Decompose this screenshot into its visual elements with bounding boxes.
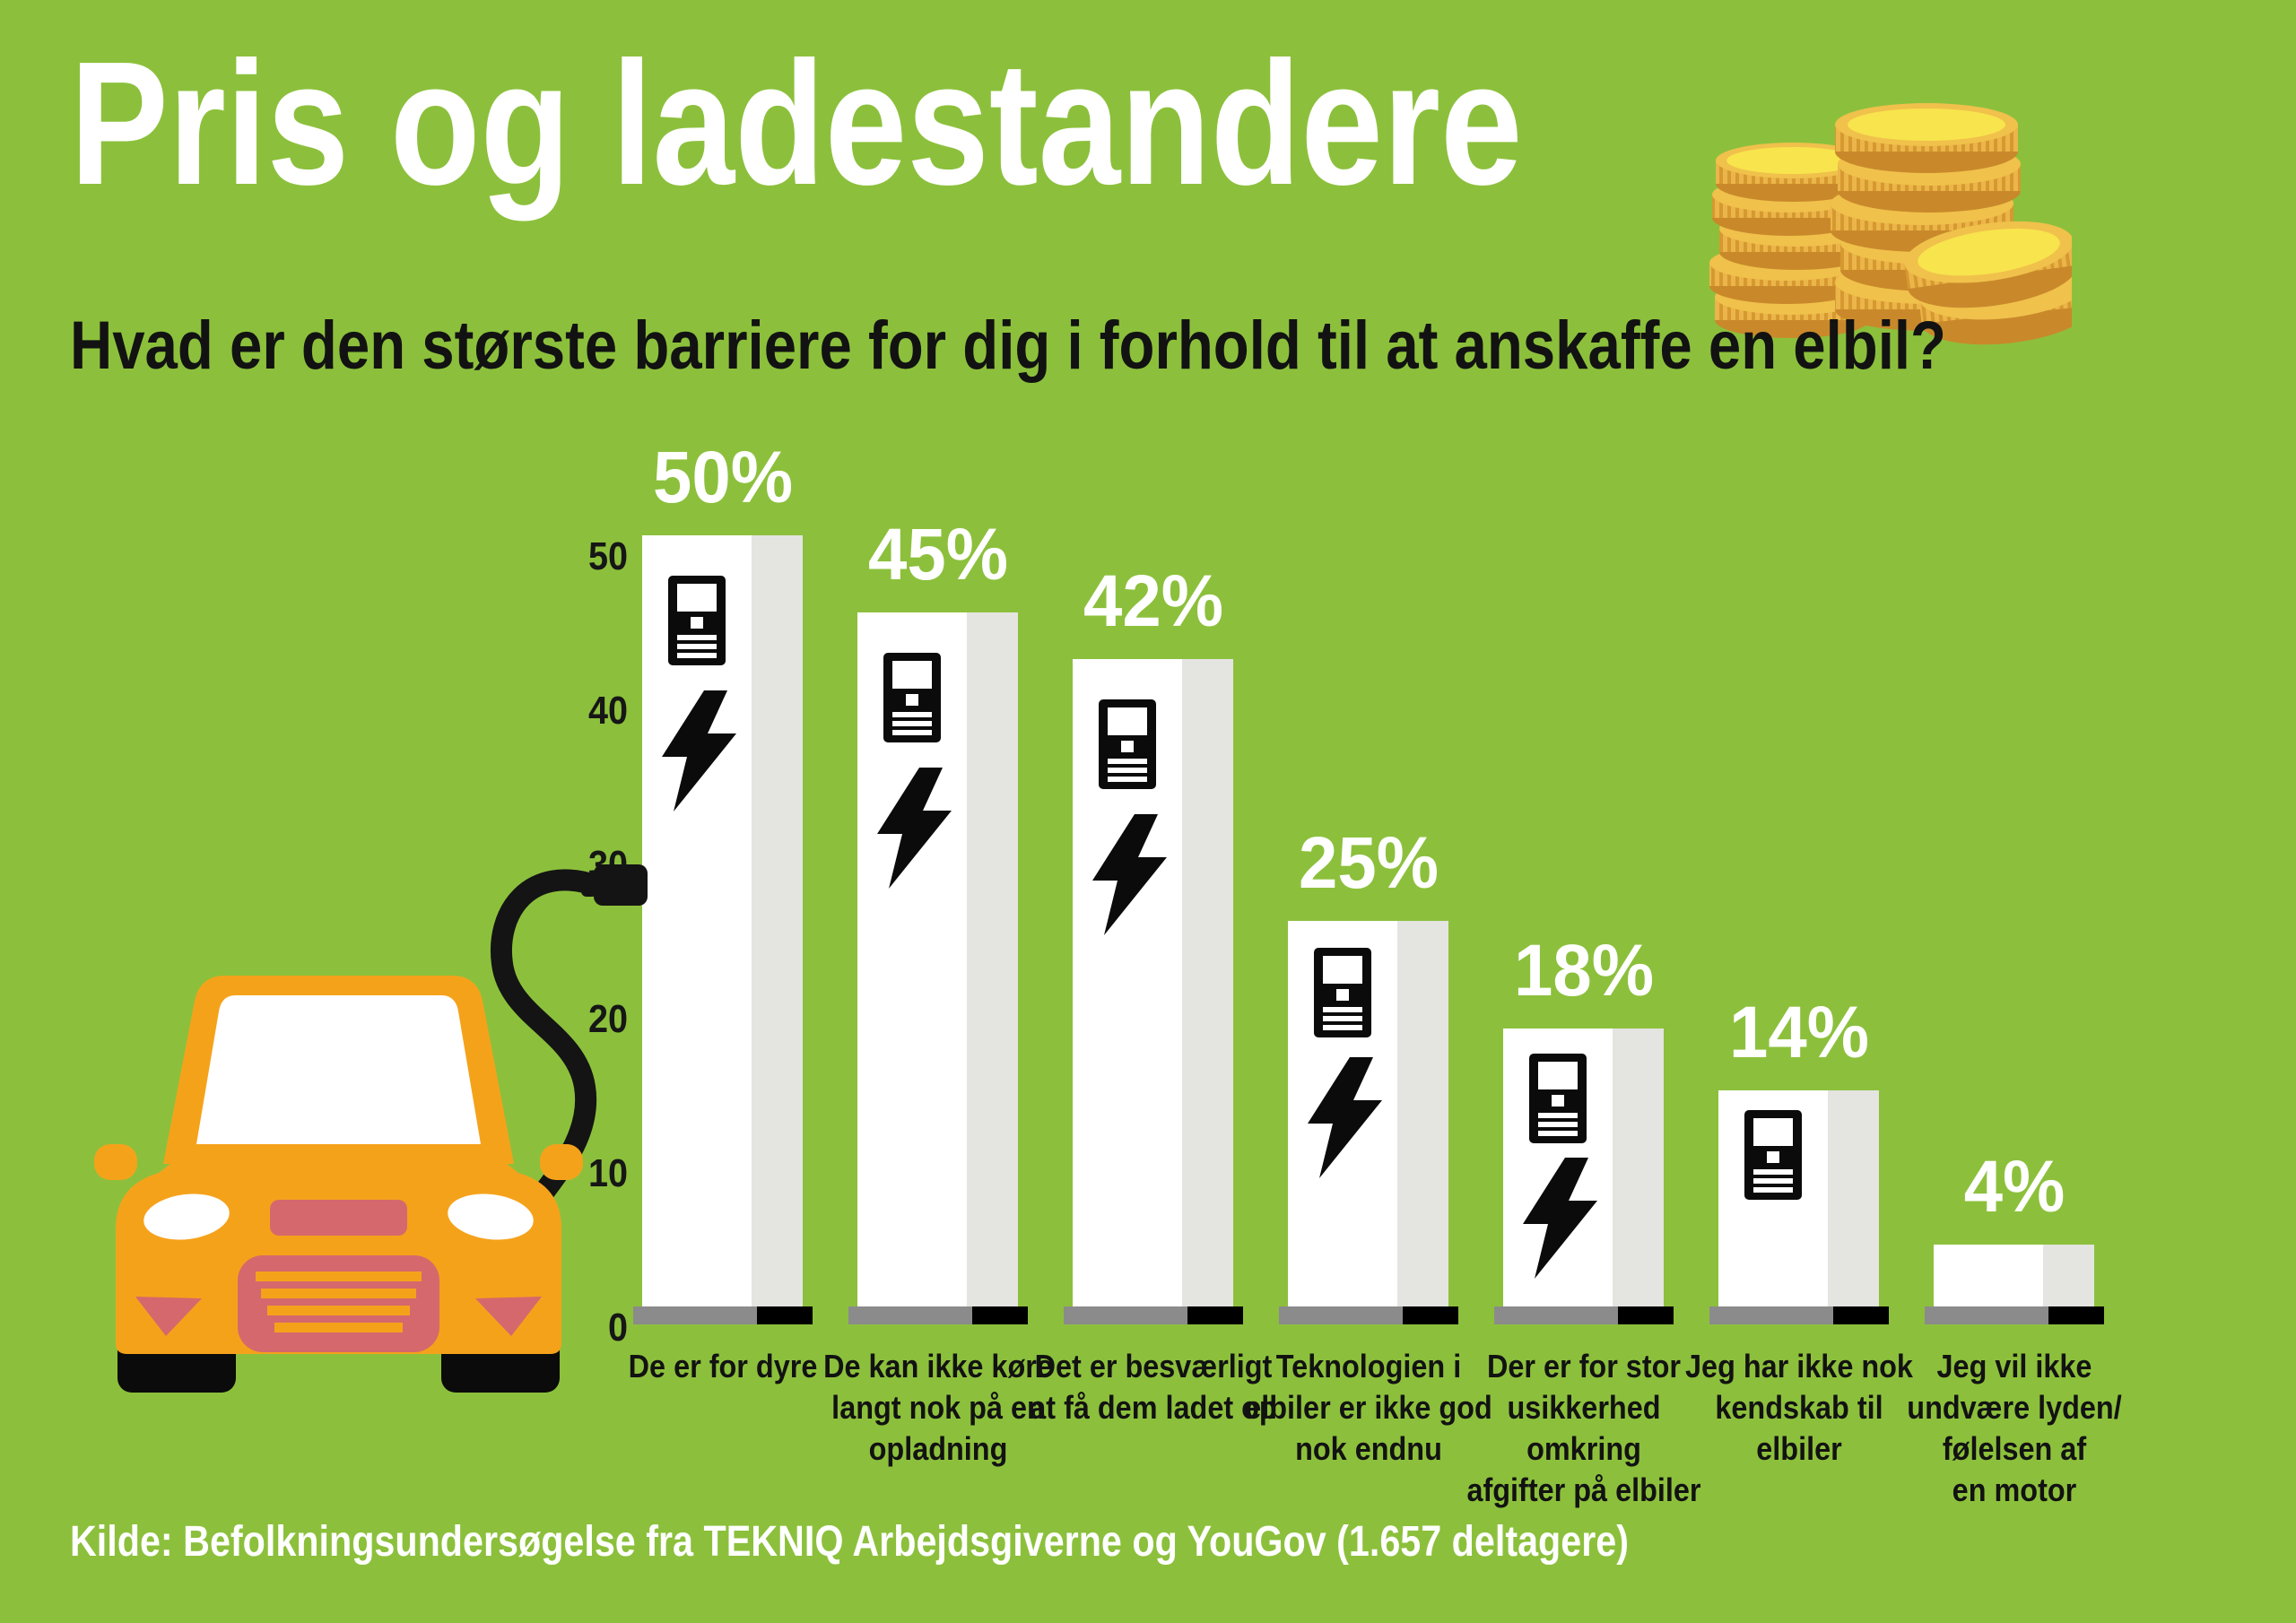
charging-station-icon <box>668 576 726 665</box>
charging-station-icon <box>1099 699 1156 789</box>
car-foglight-left <box>135 1297 202 1336</box>
car-grille-lower <box>238 1255 439 1352</box>
source-note: Kilde: Befolkningsundersøgelse fra TEKNI… <box>70 1518 1629 1566</box>
category-label: Det er besværligt at få dem ladet op <box>1030 1348 1277 1426</box>
lightning-bolt-icon <box>1308 1057 1382 1178</box>
lightning-bolt-icon <box>1523 1158 1597 1279</box>
charging-plug-head <box>594 864 648 906</box>
car-mirror-left <box>94 1144 137 1180</box>
bar-base-cap <box>1618 1306 1674 1324</box>
bar-base <box>1494 1306 1674 1324</box>
bar <box>1934 1245 2043 1306</box>
y-axis-tick-label: 20 <box>587 997 628 1041</box>
page-title: Pris og ladestandere <box>70 25 1523 221</box>
bar-base-cap <box>757 1306 813 1324</box>
bar-base <box>633 1306 813 1324</box>
lightning-bolt-icon <box>662 690 736 812</box>
bar-base <box>848 1306 1028 1324</box>
category-label: De kan ikke køre langt nok på en opladni… <box>823 1348 1053 1467</box>
category-label: Der er for stor usikkerhed omkring afgif… <box>1466 1348 1701 1508</box>
bar-base-cap <box>2048 1306 2104 1324</box>
bar-base-cap <box>1833 1306 1889 1324</box>
bar-base <box>1279 1306 1458 1324</box>
lightning-bolt-icon <box>877 768 952 889</box>
category-label: De er for dyre <box>628 1348 818 1384</box>
y-axis-tick-label: 10 <box>587 1151 628 1195</box>
charging-plug <box>581 875 597 897</box>
car-foglight-right <box>475 1297 542 1336</box>
car-headlight-right <box>448 1193 534 1240</box>
bar-side-shade <box>1182 659 1233 1306</box>
car-windshield <box>196 995 481 1144</box>
y-axis-tick-label: 0 <box>607 1306 628 1350</box>
coins-illustration <box>1709 103 2072 345</box>
bar-value-label: 42% <box>1083 560 1223 642</box>
car-mirror-right <box>540 1144 583 1180</box>
bar-base-cap <box>1187 1306 1243 1324</box>
chart-question: Hvad er den største barriere for dig i f… <box>70 308 1946 384</box>
car-headlight-left <box>144 1193 230 1240</box>
category-label: Teknologien i elbiler er ikke god nok en… <box>1245 1348 1492 1467</box>
bar-base <box>1064 1306 1243 1324</box>
bar-value-label: 14% <box>1729 992 1869 1073</box>
category-label: Jeg vil ikke undvære lyden/ følelsen af … <box>1907 1348 2122 1508</box>
cable-wire <box>491 869 608 1211</box>
bar-side-shade <box>967 612 1018 1306</box>
bar-side-shade <box>1828 1090 1879 1306</box>
bar-side-shade <box>752 535 803 1306</box>
bar-base-cap <box>972 1306 1028 1324</box>
bar-value-label: 45% <box>868 514 1008 595</box>
charging-station-icon <box>1314 948 1371 1037</box>
bar-base <box>1709 1306 1889 1324</box>
bar-side-shade <box>1397 921 1448 1306</box>
category-label: Jeg har ikke nok kendskab til elbiler <box>1685 1348 1913 1467</box>
bar-value-label: 18% <box>1514 930 1654 1011</box>
car-grille-upper <box>270 1200 407 1236</box>
charging-station-icon <box>1744 1110 1802 1200</box>
coin-front-top <box>1904 221 2072 308</box>
bar-base-cap <box>1403 1306 1458 1324</box>
bar-side-shade <box>1613 1028 1664 1306</box>
bar-value-label: 4% <box>1963 1146 2066 1228</box>
electric-car-illustration <box>94 976 583 1393</box>
bar-value-label: 50% <box>653 437 793 518</box>
lightning-bolt-icon <box>1092 814 1167 935</box>
bar-side-shade <box>2043 1245 2094 1306</box>
y-axis-tick-label: 40 <box>587 689 628 733</box>
y-axis-tick-label: 50 <box>587 534 628 578</box>
bar-value-label: 25% <box>1299 822 1439 904</box>
bar-base <box>1925 1306 2104 1324</box>
charging-station-icon <box>883 653 941 742</box>
charging-station-icon <box>1529 1054 1587 1143</box>
